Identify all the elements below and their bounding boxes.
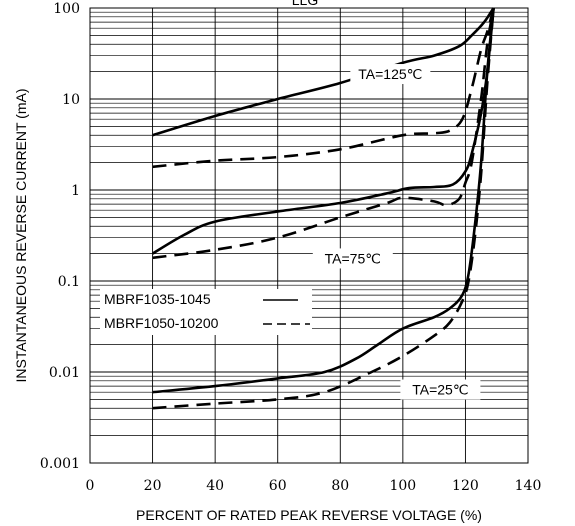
x-tick-label: 140 xyxy=(515,478,542,494)
y-tick-label: 1 xyxy=(71,183,80,199)
y-axis-label: INSTANTANEOUS REVERSE CURRENT (mA) xyxy=(13,88,29,382)
annotation-background xyxy=(400,379,481,400)
temperature-annotation: TA=125℃ xyxy=(358,66,422,82)
series-line-s125_solid xyxy=(152,7,495,137)
series-line-s75_solid xyxy=(151,7,495,255)
grid xyxy=(90,8,528,463)
y-tick-label: 0.001 xyxy=(40,456,80,472)
legend-label-mbrf1050: MBRF1050-10200 xyxy=(104,315,219,331)
y-tick-label: 100 xyxy=(53,1,80,17)
x-tick-label: 100 xyxy=(389,478,416,494)
x-tick-label: 40 xyxy=(206,478,224,494)
temperature-annotation: TA=25℃ xyxy=(412,382,468,398)
annotation-background xyxy=(350,64,431,85)
series-line-s25_solid xyxy=(152,7,495,394)
series-line-s25_dash xyxy=(152,7,495,410)
x-tick-label: 80 xyxy=(331,478,349,494)
series-line-s125_dash xyxy=(152,7,495,169)
series-layer xyxy=(151,7,495,410)
y-tick-label: 0.1 xyxy=(58,274,80,290)
x-tick-labels: 0 20 40 60 80 100 120 140 xyxy=(86,478,542,494)
x-axis-label: PERCENT OF RATED PEAK REVERSE VOLTAGE (%… xyxy=(136,507,482,523)
x-tick-label: 60 xyxy=(269,478,287,494)
legend: MBRF1035-1045 MBRF1050-10200 xyxy=(100,289,312,335)
temperature-annotation: TA=75℃ xyxy=(325,250,381,266)
annotation-background xyxy=(312,248,393,269)
annotations: TA=125℃ TA=75℃ TA=25℃ xyxy=(312,64,481,400)
x-tick-label: 20 xyxy=(144,478,162,494)
series-line-s75_dash xyxy=(152,7,495,260)
legend-label-mbrf1035: MBRF1035-1045 xyxy=(104,291,211,307)
y-tick-labels: 0.001 0.01 0.1 1 10 100 xyxy=(40,1,80,472)
x-tick-label: 0 xyxy=(86,478,95,494)
x-tick-label: 120 xyxy=(452,478,479,494)
y-tick-label: 0.01 xyxy=(49,365,80,381)
legend-box xyxy=(100,289,312,335)
chart-title: LLG xyxy=(292,0,318,8)
y-tick-label: 10 xyxy=(62,92,80,108)
plot-frame xyxy=(89,7,529,464)
